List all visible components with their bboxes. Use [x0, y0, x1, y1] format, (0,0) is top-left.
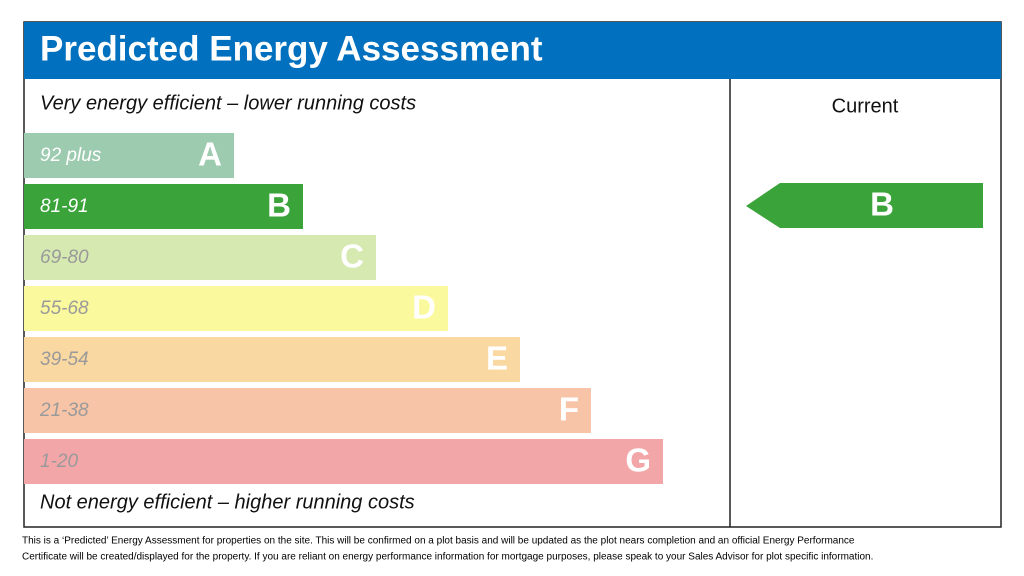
- bottom-note: Not energy efficient – higher running co…: [40, 491, 415, 513]
- current-arrow: [746, 183, 983, 228]
- band-letter: C: [340, 238, 364, 275]
- band: [24, 235, 376, 280]
- band: [24, 133, 234, 178]
- band-range: 55-68: [40, 298, 89, 319]
- band-range: 81-91: [40, 196, 89, 217]
- current-rating: B: [870, 186, 894, 223]
- band-range: 92 plus: [40, 145, 102, 166]
- band-letter: E: [486, 340, 508, 377]
- band-range: 39-54: [40, 349, 89, 370]
- band: [24, 337, 520, 382]
- band-range: 69-80: [40, 247, 89, 268]
- band-letter: F: [559, 391, 579, 428]
- band-letter: A: [198, 136, 222, 173]
- band: [24, 388, 591, 433]
- band-range: 1-20: [40, 451, 78, 472]
- band: [24, 439, 663, 484]
- title: Predicted Energy Assessment: [40, 29, 543, 68]
- header-bar: [24, 22, 1001, 79]
- current-label: Current: [832, 95, 899, 117]
- footer-line: Certificate will be created/displayed fo…: [22, 552, 873, 563]
- footer-line: This is a ‘Predicted’ Energy Assessment …: [22, 536, 855, 547]
- top-note: Very energy efficient – lower running co…: [40, 92, 416, 114]
- band-range: 21-38: [39, 400, 89, 421]
- band: [24, 286, 448, 331]
- band: [24, 184, 303, 229]
- band-letter: D: [412, 289, 436, 326]
- band-letter: B: [267, 187, 291, 224]
- band-letter: G: [625, 442, 651, 479]
